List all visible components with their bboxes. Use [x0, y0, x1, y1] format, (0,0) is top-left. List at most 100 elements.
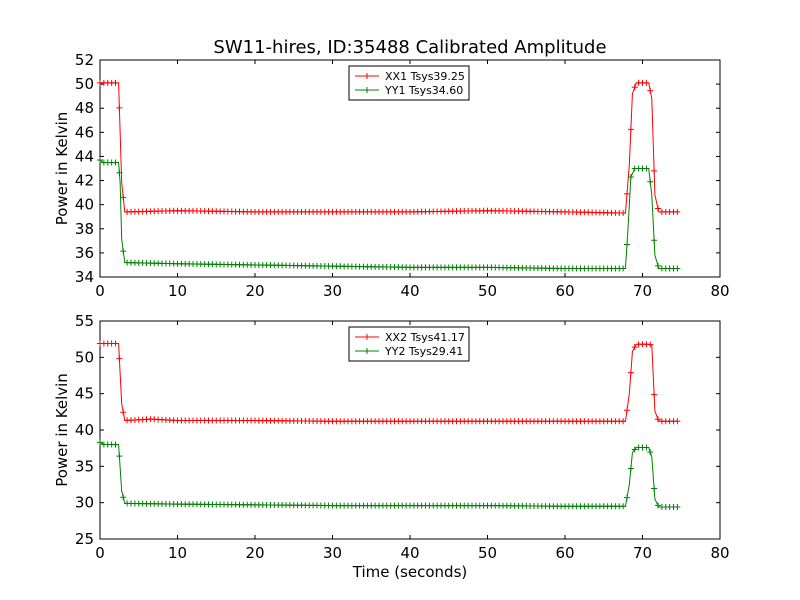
x-tick-label: 70 [633, 544, 652, 562]
series-line [99, 159, 678, 270]
x-tick-label: 0 [95, 544, 105, 562]
y-axis-label: Power in Kelvin [53, 112, 71, 226]
legend-label: YY2 Tsys29.41 [384, 345, 463, 358]
x-tick-label: 70 [633, 282, 652, 300]
data-point-marker [120, 494, 127, 501]
y-axis-label: Power in Kelvin [53, 373, 71, 487]
subplot-1: 0 10 20 30 40 50 60 70 80 34 36 38 40 42 44 46 48 50 52 Pow… [53, 51, 730, 300]
data-point-marker [120, 194, 127, 201]
y-tick-label: 40 [75, 196, 94, 214]
y-tick-label: 46 [75, 123, 94, 141]
legend-marker [364, 73, 370, 79]
legend-label: YY1 Tsys34.60 [384, 84, 463, 97]
data-point-marker [655, 416, 661, 423]
series-xx1 [97, 79, 681, 217]
data-point-marker [674, 265, 681, 272]
data-point-marker [112, 340, 119, 347]
data-point-marker [647, 178, 654, 185]
y-tick-label: 30 [75, 494, 94, 512]
data-point-marker [647, 341, 654, 348]
x-tick-label: 0 [95, 282, 105, 300]
legend-box [348, 65, 470, 101]
data-point-marker [647, 87, 654, 94]
data-point-marker [624, 407, 630, 414]
data-point-marker [643, 444, 650, 451]
data-point-marker [627, 126, 634, 133]
y-tick-label: 52 [75, 51, 94, 69]
y-tick-label: 36 [75, 244, 94, 262]
series-yy2 [97, 439, 681, 511]
data-point-marker [120, 409, 127, 416]
x-tick-label: 50 [478, 282, 497, 300]
y-tick-label: 25 [75, 530, 94, 548]
x-tick-label: 60 [555, 544, 574, 562]
data-point-marker [643, 165, 650, 172]
series-yy1 [97, 157, 681, 272]
data-point-marker [655, 205, 661, 212]
x-tick-label: 30 [323, 282, 342, 300]
x-tick-label: 20 [245, 544, 264, 562]
legend-marker [364, 87, 370, 93]
y-tick-label: 45 [75, 385, 94, 403]
y-tick-label: 34 [75, 268, 94, 286]
data-point-marker [97, 157, 103, 164]
data-point-marker [674, 208, 681, 215]
x-tick-label: 80 [710, 282, 729, 300]
data-point-marker [655, 262, 661, 269]
y-tick-label: 42 [75, 172, 94, 190]
x-tick-label: 80 [710, 544, 729, 562]
series-line [100, 82, 678, 214]
data-point-marker [631, 84, 638, 91]
y-tick-label: 44 [75, 147, 94, 165]
data-point-marker [620, 265, 627, 272]
y-tick-label: 40 [75, 421, 94, 439]
x-tick-label: 30 [323, 544, 342, 562]
x-tick-label: 40 [400, 544, 419, 562]
data-point-marker [651, 167, 658, 174]
subplot-2: 0 10 20 30 40 50 60 70 80 25 30 35 40 45 50 55 Power in … [53, 312, 730, 562]
data-point-marker [643, 79, 650, 86]
data-point-marker [112, 79, 119, 86]
data-point-marker [112, 441, 119, 448]
data-point-marker [116, 453, 123, 460]
data-point-marker [631, 446, 638, 453]
data-point-marker [627, 465, 634, 472]
data-point-marker [627, 173, 634, 180]
y-tick-label: 55 [75, 312, 94, 330]
data-point-marker [120, 248, 127, 255]
x-axis-label: Time (seconds) [352, 563, 468, 581]
x-tick-label: 10 [168, 282, 187, 300]
data-point-marker [651, 391, 658, 398]
data-point-marker [624, 241, 630, 248]
data-point-marker [651, 237, 658, 244]
data-point-marker [116, 169, 123, 176]
legend-box [348, 326, 470, 362]
data-point-marker [112, 159, 119, 166]
x-tick-label: 10 [168, 544, 187, 562]
data-point-marker [624, 494, 630, 501]
data-point-marker [97, 439, 103, 446]
x-tick-label: 60 [555, 282, 574, 300]
x-tick-label: 20 [245, 282, 264, 300]
y-tick-label: 38 [75, 220, 94, 238]
legend-marker [364, 348, 370, 354]
data-point-marker [620, 418, 627, 425]
legend-marker [364, 334, 370, 340]
x-tick-label: 40 [400, 282, 419, 300]
data-point-marker [674, 504, 681, 511]
y-tick-label: 50 [75, 75, 94, 93]
data-point-marker [620, 503, 627, 510]
data-point-marker [116, 355, 123, 362]
legend-label: XX1 Tsys39.25 [385, 70, 465, 83]
y-tick-label: 50 [75, 348, 94, 366]
y-tick-label: 35 [75, 457, 94, 475]
data-point-marker [655, 502, 661, 509]
data-point-marker [624, 190, 630, 197]
data-point-marker [651, 485, 658, 492]
data-point-marker [620, 210, 627, 217]
legend-label: XX2 Tsys41.17 [385, 331, 465, 344]
series-xx2 [97, 340, 681, 425]
